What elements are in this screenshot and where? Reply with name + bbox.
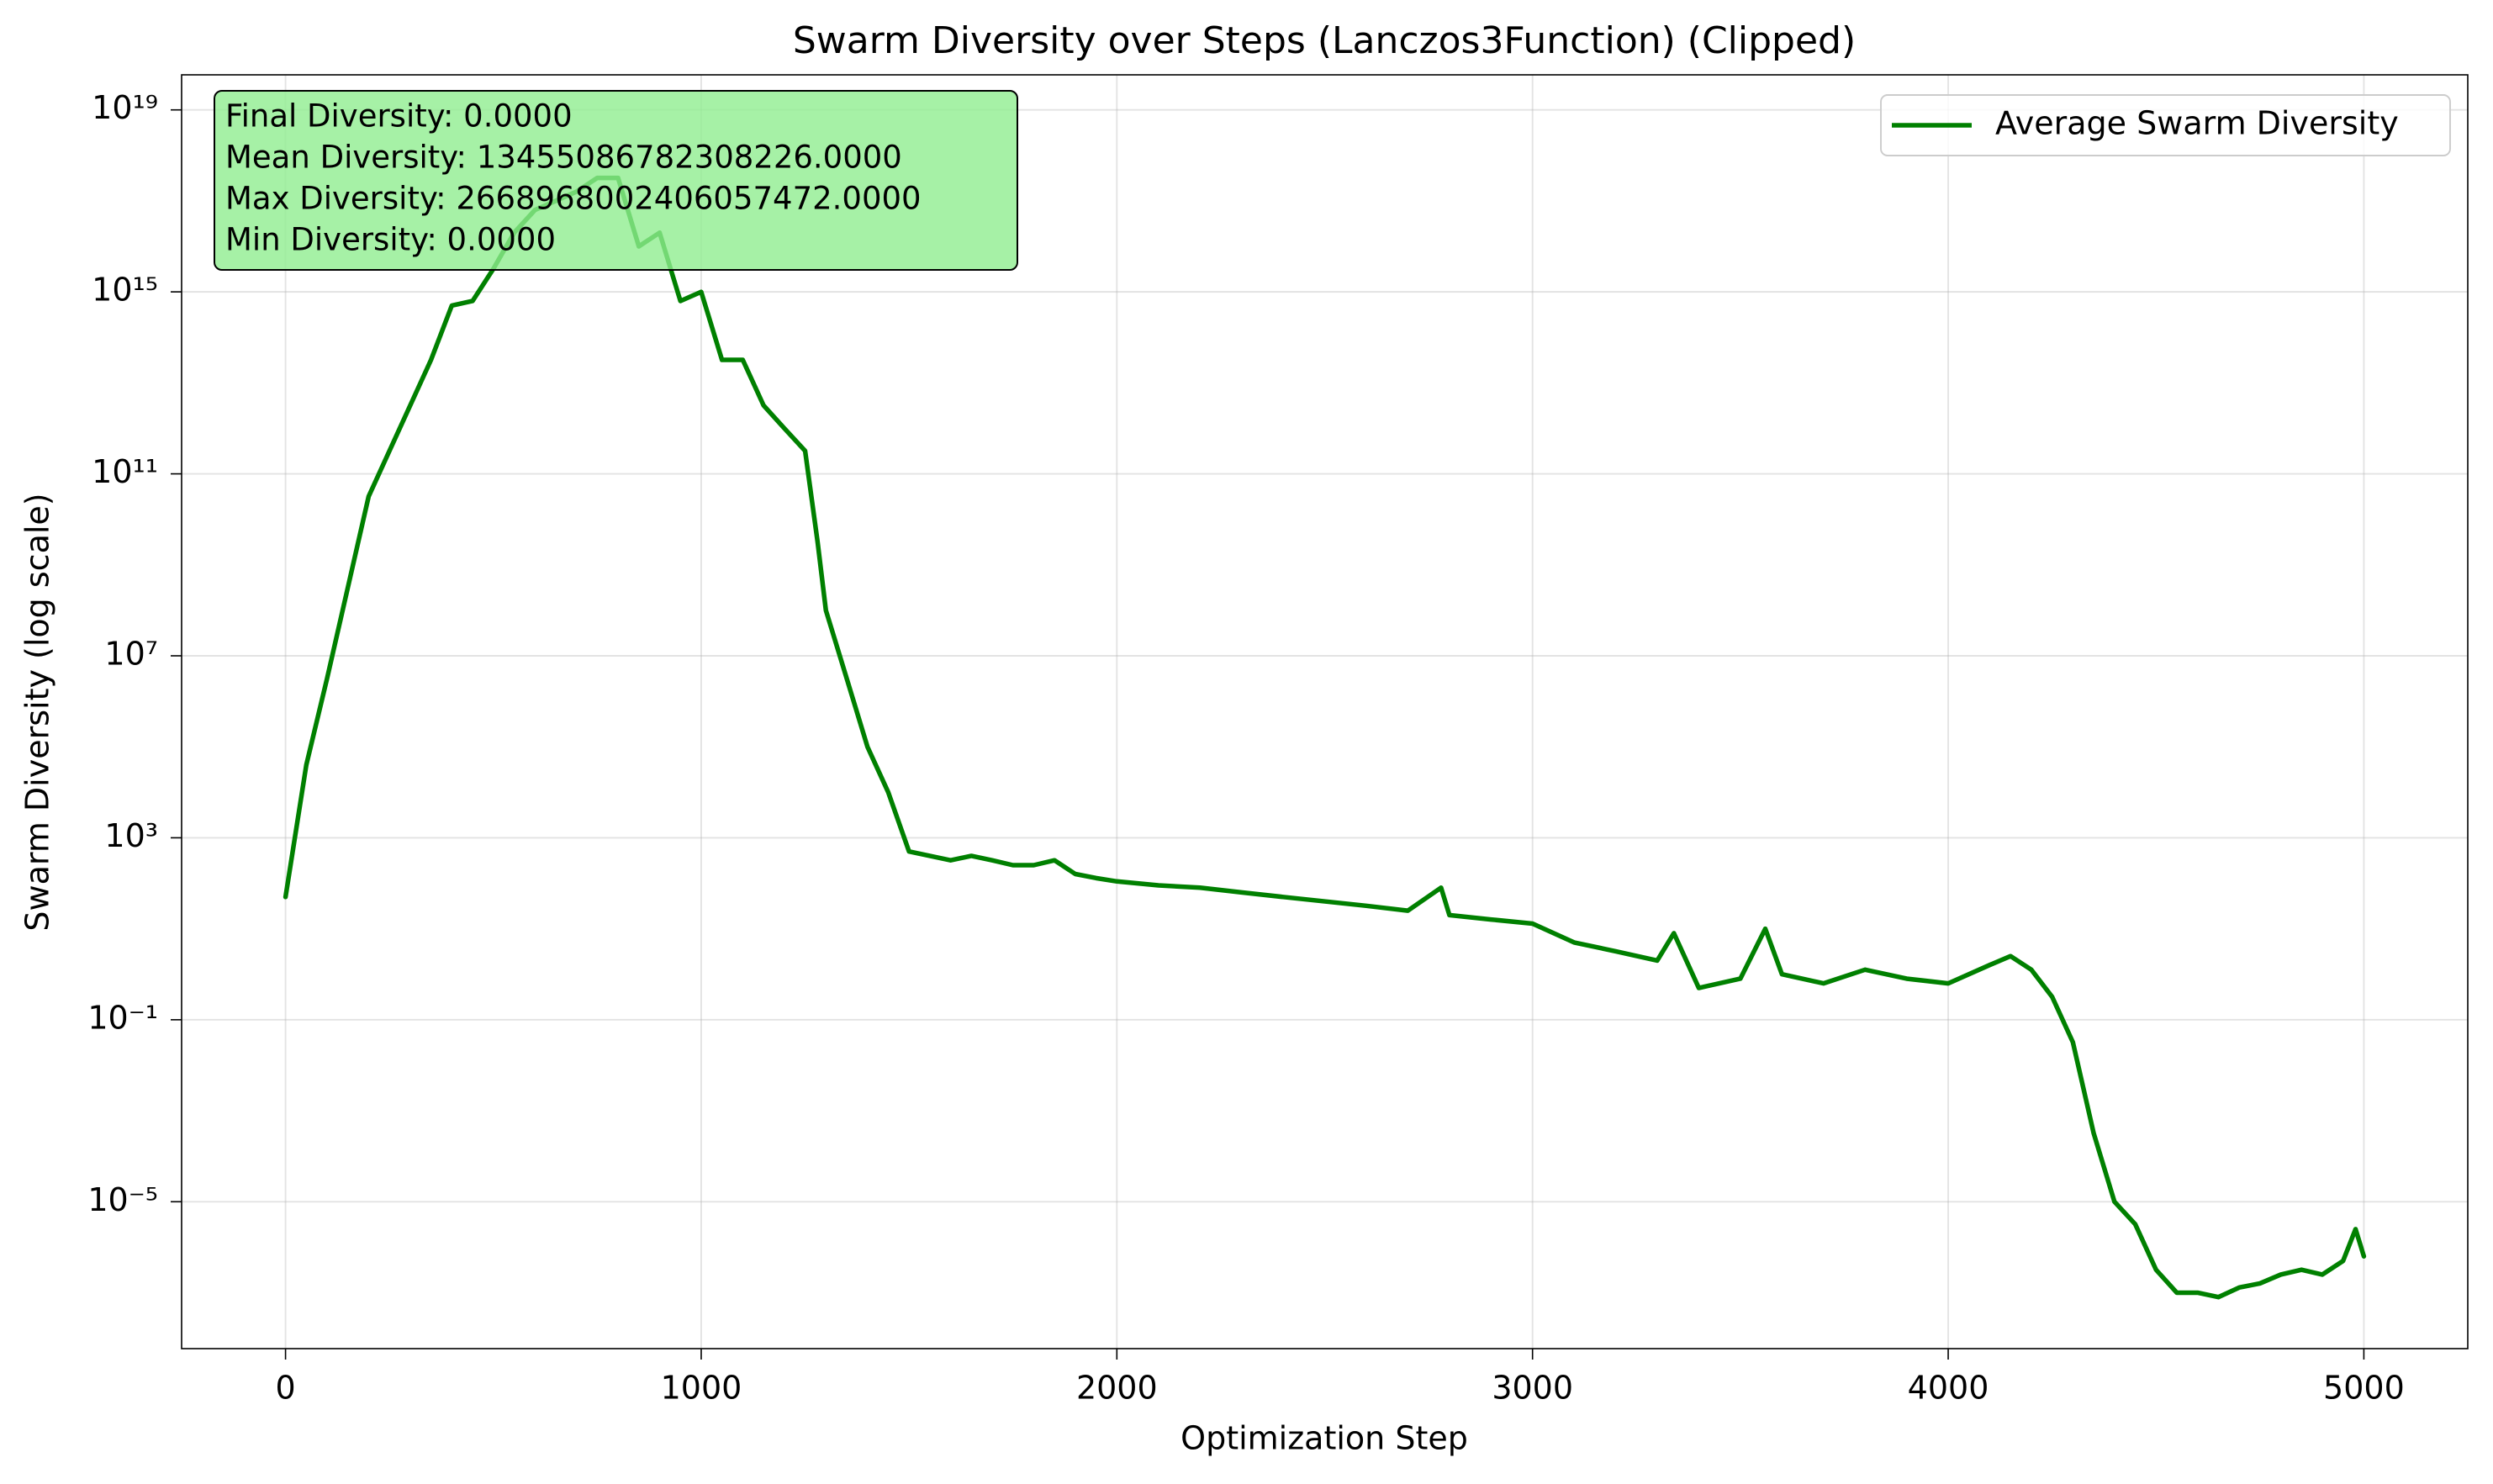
chart-title: Swarm Diversity over Steps (Lanczos3Func…: [793, 19, 1856, 62]
x-axis-label: Optimization Step: [1180, 1420, 1468, 1457]
annotation-text: Mean Diversity: 13455086782308226.0000: [225, 140, 902, 176]
y-tick-label: 10¹⁹: [92, 89, 158, 126]
x-tick-label: 4000: [1908, 1370, 1989, 1407]
x-tick-label: 3000: [1492, 1370, 1573, 1407]
x-tick-label: 0: [275, 1370, 295, 1407]
y-tick-label: 10⁷: [104, 635, 158, 672]
y-tick-label: 10⁻¹: [87, 999, 158, 1036]
annotation-text: Final Diversity: 0.0000: [225, 98, 573, 135]
y-tick-label: 10⁻⁵: [87, 1181, 158, 1218]
y-axis-label: Swarm Diversity (log scale): [19, 493, 56, 931]
plot-frame: [181, 74, 2469, 1349]
x-tick-label: 1000: [661, 1370, 742, 1407]
legend-label: Average Swarm Diversity: [1995, 105, 2399, 142]
y-tick-label: 10³: [104, 817, 158, 854]
legend-box: [1880, 94, 2451, 156]
x-tick-label: 5000: [2323, 1370, 2405, 1407]
annotation-text: Max Diversity: 266896800240605747​2.0000: [225, 181, 922, 217]
y-tick-label: 10¹¹: [92, 453, 158, 490]
x-tick-label: 2000: [1076, 1370, 1158, 1407]
annotation-text: Min Diversity: 0.0000: [225, 222, 556, 258]
y-tick-label: 10¹⁵: [92, 272, 158, 309]
annotation-box: [214, 90, 1018, 271]
